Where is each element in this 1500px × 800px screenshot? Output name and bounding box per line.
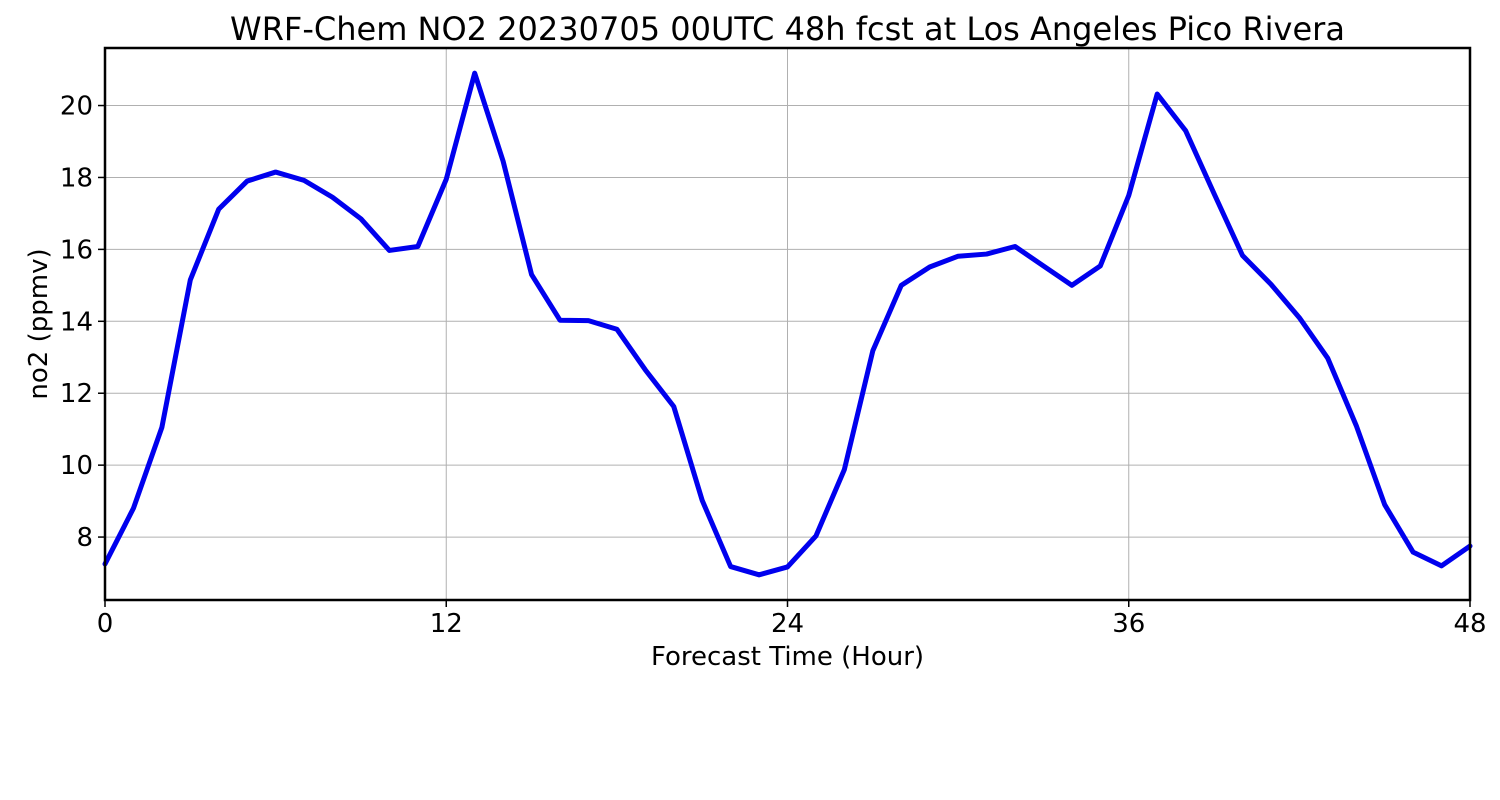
series-layer: [102, 70, 1473, 578]
y-tick-label: 8: [76, 523, 93, 553]
x-tick-label: 12: [430, 609, 463, 639]
x-tick-label: 24: [771, 609, 804, 639]
x-axis: 0 12 24 36 48: [97, 600, 1487, 639]
y-tick-label: 12: [60, 379, 93, 409]
chart-title: WRF-Chem NO2 20230705 00UTC 48h fcst at …: [230, 10, 1345, 48]
y-tick-label: 14: [60, 307, 93, 337]
y-axis: 8 10 12 14 16 18 20: [60, 92, 105, 553]
grid: [104, 48, 1471, 600]
y-tick-label: 10: [60, 451, 93, 481]
y-tick-label: 20: [60, 92, 93, 122]
series-line-no2: [102, 70, 1473, 578]
x-tick-label: 0: [97, 609, 114, 639]
y-tick-label: 16: [60, 235, 93, 265]
x-tick-label: 36: [1112, 609, 1145, 639]
y-axis-label: no2 (ppmv): [24, 248, 54, 399]
y-tick-label: 18: [60, 163, 93, 193]
x-tick-label: 48: [1453, 609, 1486, 639]
x-axis-label: Forecast Time (Hour): [651, 642, 924, 672]
